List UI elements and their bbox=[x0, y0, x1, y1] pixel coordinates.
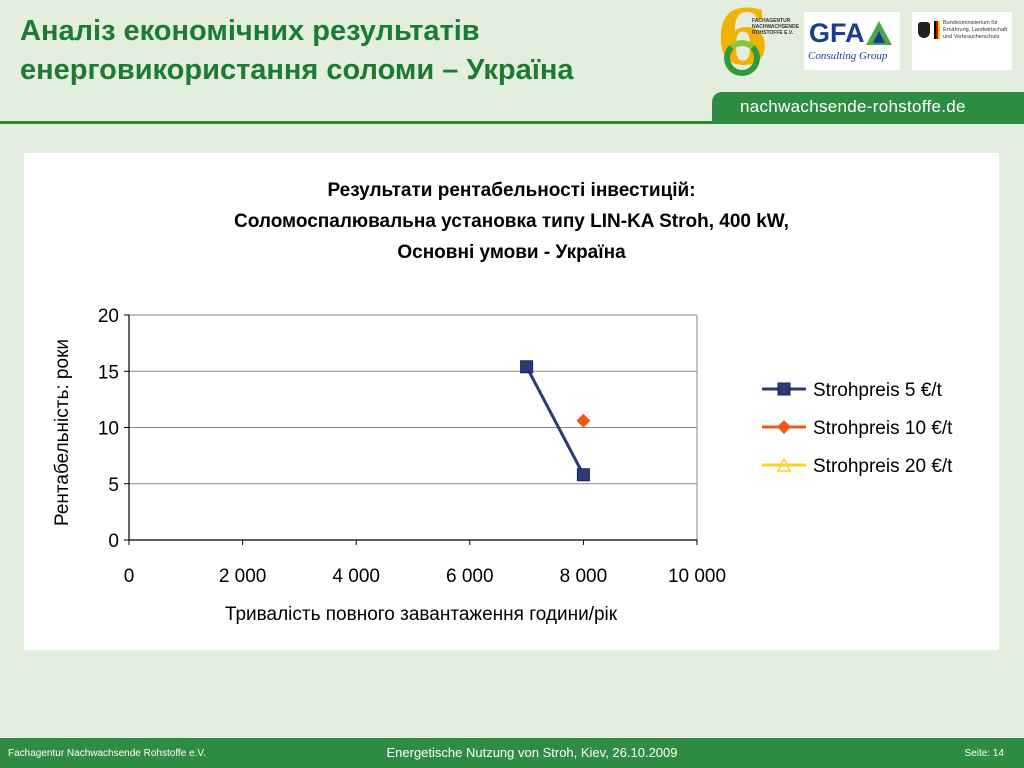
slide-title-line-1: Аналіз економічних результатів bbox=[20, 15, 480, 47]
gfa-triangle-inner-icon bbox=[873, 31, 885, 43]
flag-stripe-black bbox=[934, 21, 936, 39]
y-tick-label: 5 bbox=[108, 475, 119, 496]
x-tick-label: 8 000 bbox=[560, 566, 608, 587]
title-divider bbox=[0, 121, 712, 124]
x-axis-title: Тривалість повного завантаження години/р… bbox=[225, 604, 618, 625]
chart-svg: 0 5 10 15 20 0 2 000 4 000 6 000 8 000 10 000 Трива… bbox=[52, 306, 953, 625]
footer-event: Energetische Nutzung von Stroh, Kiev, 26… bbox=[386, 745, 678, 760]
y-axis-title: Рентабельність: роки bbox=[52, 339, 73, 526]
website-banner-text: nachwachsende-rohstoffe.de bbox=[740, 97, 966, 116]
footer: Fachagentur Nachwachsende Rohstoffe e.V.… bbox=[0, 738, 1024, 768]
x-tick-label: 2 000 bbox=[219, 566, 267, 587]
gfa-logo-subtitle: Consulting Group bbox=[808, 50, 888, 62]
chart-title-line-2: Соломоспалювальна установка типу LIN-KA … bbox=[234, 211, 789, 232]
ministry-logo: Bundesministerium für Ernährung, Landwir… bbox=[912, 12, 1012, 70]
legend-marker bbox=[776, 457, 792, 472]
legend-label: Strohpreis 10 €/t bbox=[813, 418, 953, 439]
data-point bbox=[520, 360, 534, 374]
data-point bbox=[576, 413, 591, 428]
y-tick-label: 20 bbox=[98, 306, 119, 327]
data-point bbox=[576, 468, 590, 482]
x-tick-label: 6 000 bbox=[446, 566, 494, 587]
ministry-logo-text: Bundesministerium für Ernährung, Landwir… bbox=[943, 20, 1008, 40]
fnr-logo: 6 Fachagentur Nachwachsende Rohstoffe e.… bbox=[716, 0, 799, 78]
footer-organisation: Fachagentur Nachwachsende Rohstoffe e.V. bbox=[8, 748, 206, 759]
eagle-icon bbox=[918, 22, 930, 38]
footer-page-number: Seite: 14 bbox=[964, 748, 1004, 759]
flag-stripe-red bbox=[936, 21, 938, 39]
legend-marker bbox=[777, 382, 791, 396]
series-line bbox=[525, 366, 585, 476]
fnr-logo-text: Fachagentur Nachwachsende Rohstoffe e.V. bbox=[752, 18, 799, 36]
y-tick-label: 15 bbox=[98, 362, 119, 383]
fnr-ring-icon bbox=[724, 40, 760, 76]
flag-stripe-gold bbox=[938, 21, 940, 39]
y-tick-label: 0 bbox=[108, 531, 119, 552]
website-banner: nachwachsende-rohstoffe.de bbox=[712, 92, 1024, 124]
chart-title-line-3: Основні умови - Україна bbox=[397, 242, 626, 263]
gfa-logo: GFA Consulting Group bbox=[804, 12, 900, 70]
y-tick-label: 10 bbox=[98, 419, 119, 440]
legend-label: Strohpreis 20 €/t bbox=[813, 456, 953, 477]
chart-title-line-1: Результати рентабельності інвестицій: bbox=[327, 180, 696, 201]
logo-bar: 6 Fachagentur Nachwachsende Rohstoffe e.… bbox=[716, 0, 1016, 80]
x-tick-label: 10 000 bbox=[668, 566, 726, 587]
x-tick-label: 4 000 bbox=[332, 566, 380, 587]
legend-marker bbox=[777, 420, 791, 434]
chart-panel: Результати рентабельності інвестицій: Со… bbox=[24, 153, 999, 650]
legend-label: Strohpreis 5 €/t bbox=[813, 380, 943, 401]
chart-title: Результати рентабельності інвестицій: Со… bbox=[24, 175, 999, 268]
slide-title: Аналіз економічних результатів енерговик… bbox=[20, 12, 700, 90]
slide-title-line-2: енерговикористання соломи – Україна bbox=[20, 54, 574, 86]
x-tick-label: 0 bbox=[124, 566, 135, 587]
gfa-logo-text: GFA bbox=[809, 18, 865, 48]
